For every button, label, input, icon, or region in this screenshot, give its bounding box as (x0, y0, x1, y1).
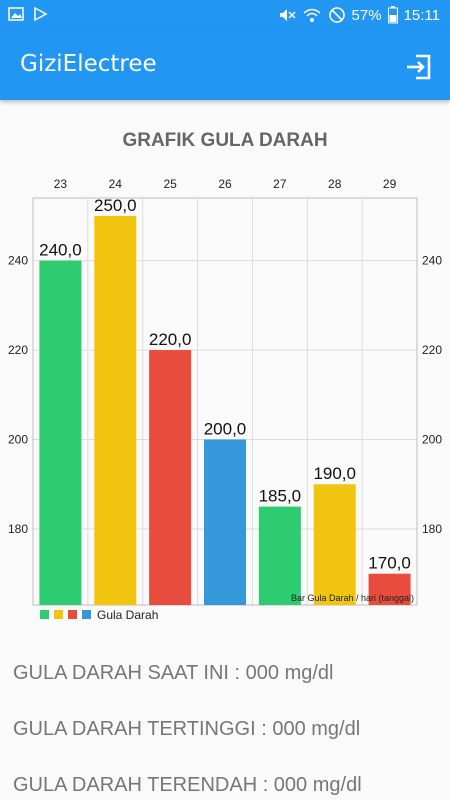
y-tick-label-right: 180 (422, 522, 442, 536)
lowest-sugar-text: GULA DARAH TERENDAH : 000 mg/dl (13, 774, 362, 796)
y-tick-label-left: 200 (8, 433, 28, 447)
x-tick-label-26: 26 (218, 177, 232, 191)
x-tick-label-28: 28 (328, 177, 342, 191)
image-icon (8, 7, 24, 21)
x-tick-label-24: 24 (109, 177, 123, 191)
exit-button[interactable] (404, 52, 434, 82)
wifi-icon (303, 8, 321, 22)
y-tick-label-right: 200 (422, 433, 442, 447)
y-tick-label-left: 180 (8, 522, 28, 536)
exit-icon (407, 54, 431, 80)
no-disturb-icon (328, 7, 345, 23)
legend-swatch (82, 610, 91, 619)
blood-sugar-chart: 180 180 200 200 220 220 240 240 240,0 23 250,0 24 22… (8, 177, 442, 622)
value-label-29: 170,0 (368, 554, 411, 573)
legend-label: Gula Darah (97, 608, 158, 622)
y-tick-label-right: 240 (422, 254, 442, 268)
y-tick-label-right: 220 (422, 343, 442, 357)
current-sugar-text: GULA DARAH SAAT INI : 000 mg/dl (13, 662, 334, 684)
play-store-icon (34, 6, 48, 22)
value-label-23: 240,0 (39, 241, 82, 260)
x-tick-label-25: 25 (163, 177, 177, 191)
x-tick-label-29: 29 (383, 177, 397, 191)
chart-description: Bar Gula Darah / hari (tanggal) (291, 593, 414, 603)
legend-swatch (54, 610, 63, 619)
bar-29 (368, 573, 411, 605)
chart-title: GRAFIK GULA DARAH (122, 130, 328, 151)
battery-percent: 57% (351, 6, 382, 24)
x-tick-label-27: 27 (273, 177, 287, 191)
value-label-27: 185,0 (259, 487, 302, 506)
highest-sugar-text: GULA DARAH TERTINGGI : 000 mg/dl (13, 718, 361, 740)
app-bar: GiziElectree (0, 30, 450, 100)
value-label-26: 200,0 (204, 420, 247, 439)
battery-icon (387, 6, 398, 24)
legend-swatch (40, 610, 49, 619)
y-tick-label-left: 240 (8, 254, 28, 268)
value-label-25: 220,0 (149, 330, 192, 349)
bar-25 (149, 350, 192, 605)
y-tick-label-left: 220 (8, 343, 28, 357)
legend-swatch (68, 610, 77, 619)
bar-26 (204, 439, 246, 605)
bar-23 (39, 260, 82, 605)
bar-27 (258, 506, 301, 605)
bar-24 (94, 215, 137, 605)
status-bar: 57% 15:11 (0, 0, 450, 30)
value-label-28: 190,0 (313, 464, 356, 483)
app-title: GiziElectree (20, 51, 157, 77)
bar-28 (313, 484, 356, 605)
x-tick-label-23: 23 (54, 177, 68, 191)
mute-icon (279, 9, 296, 21)
clock: 15:11 (403, 6, 440, 24)
value-label-24: 250,0 (94, 196, 137, 215)
